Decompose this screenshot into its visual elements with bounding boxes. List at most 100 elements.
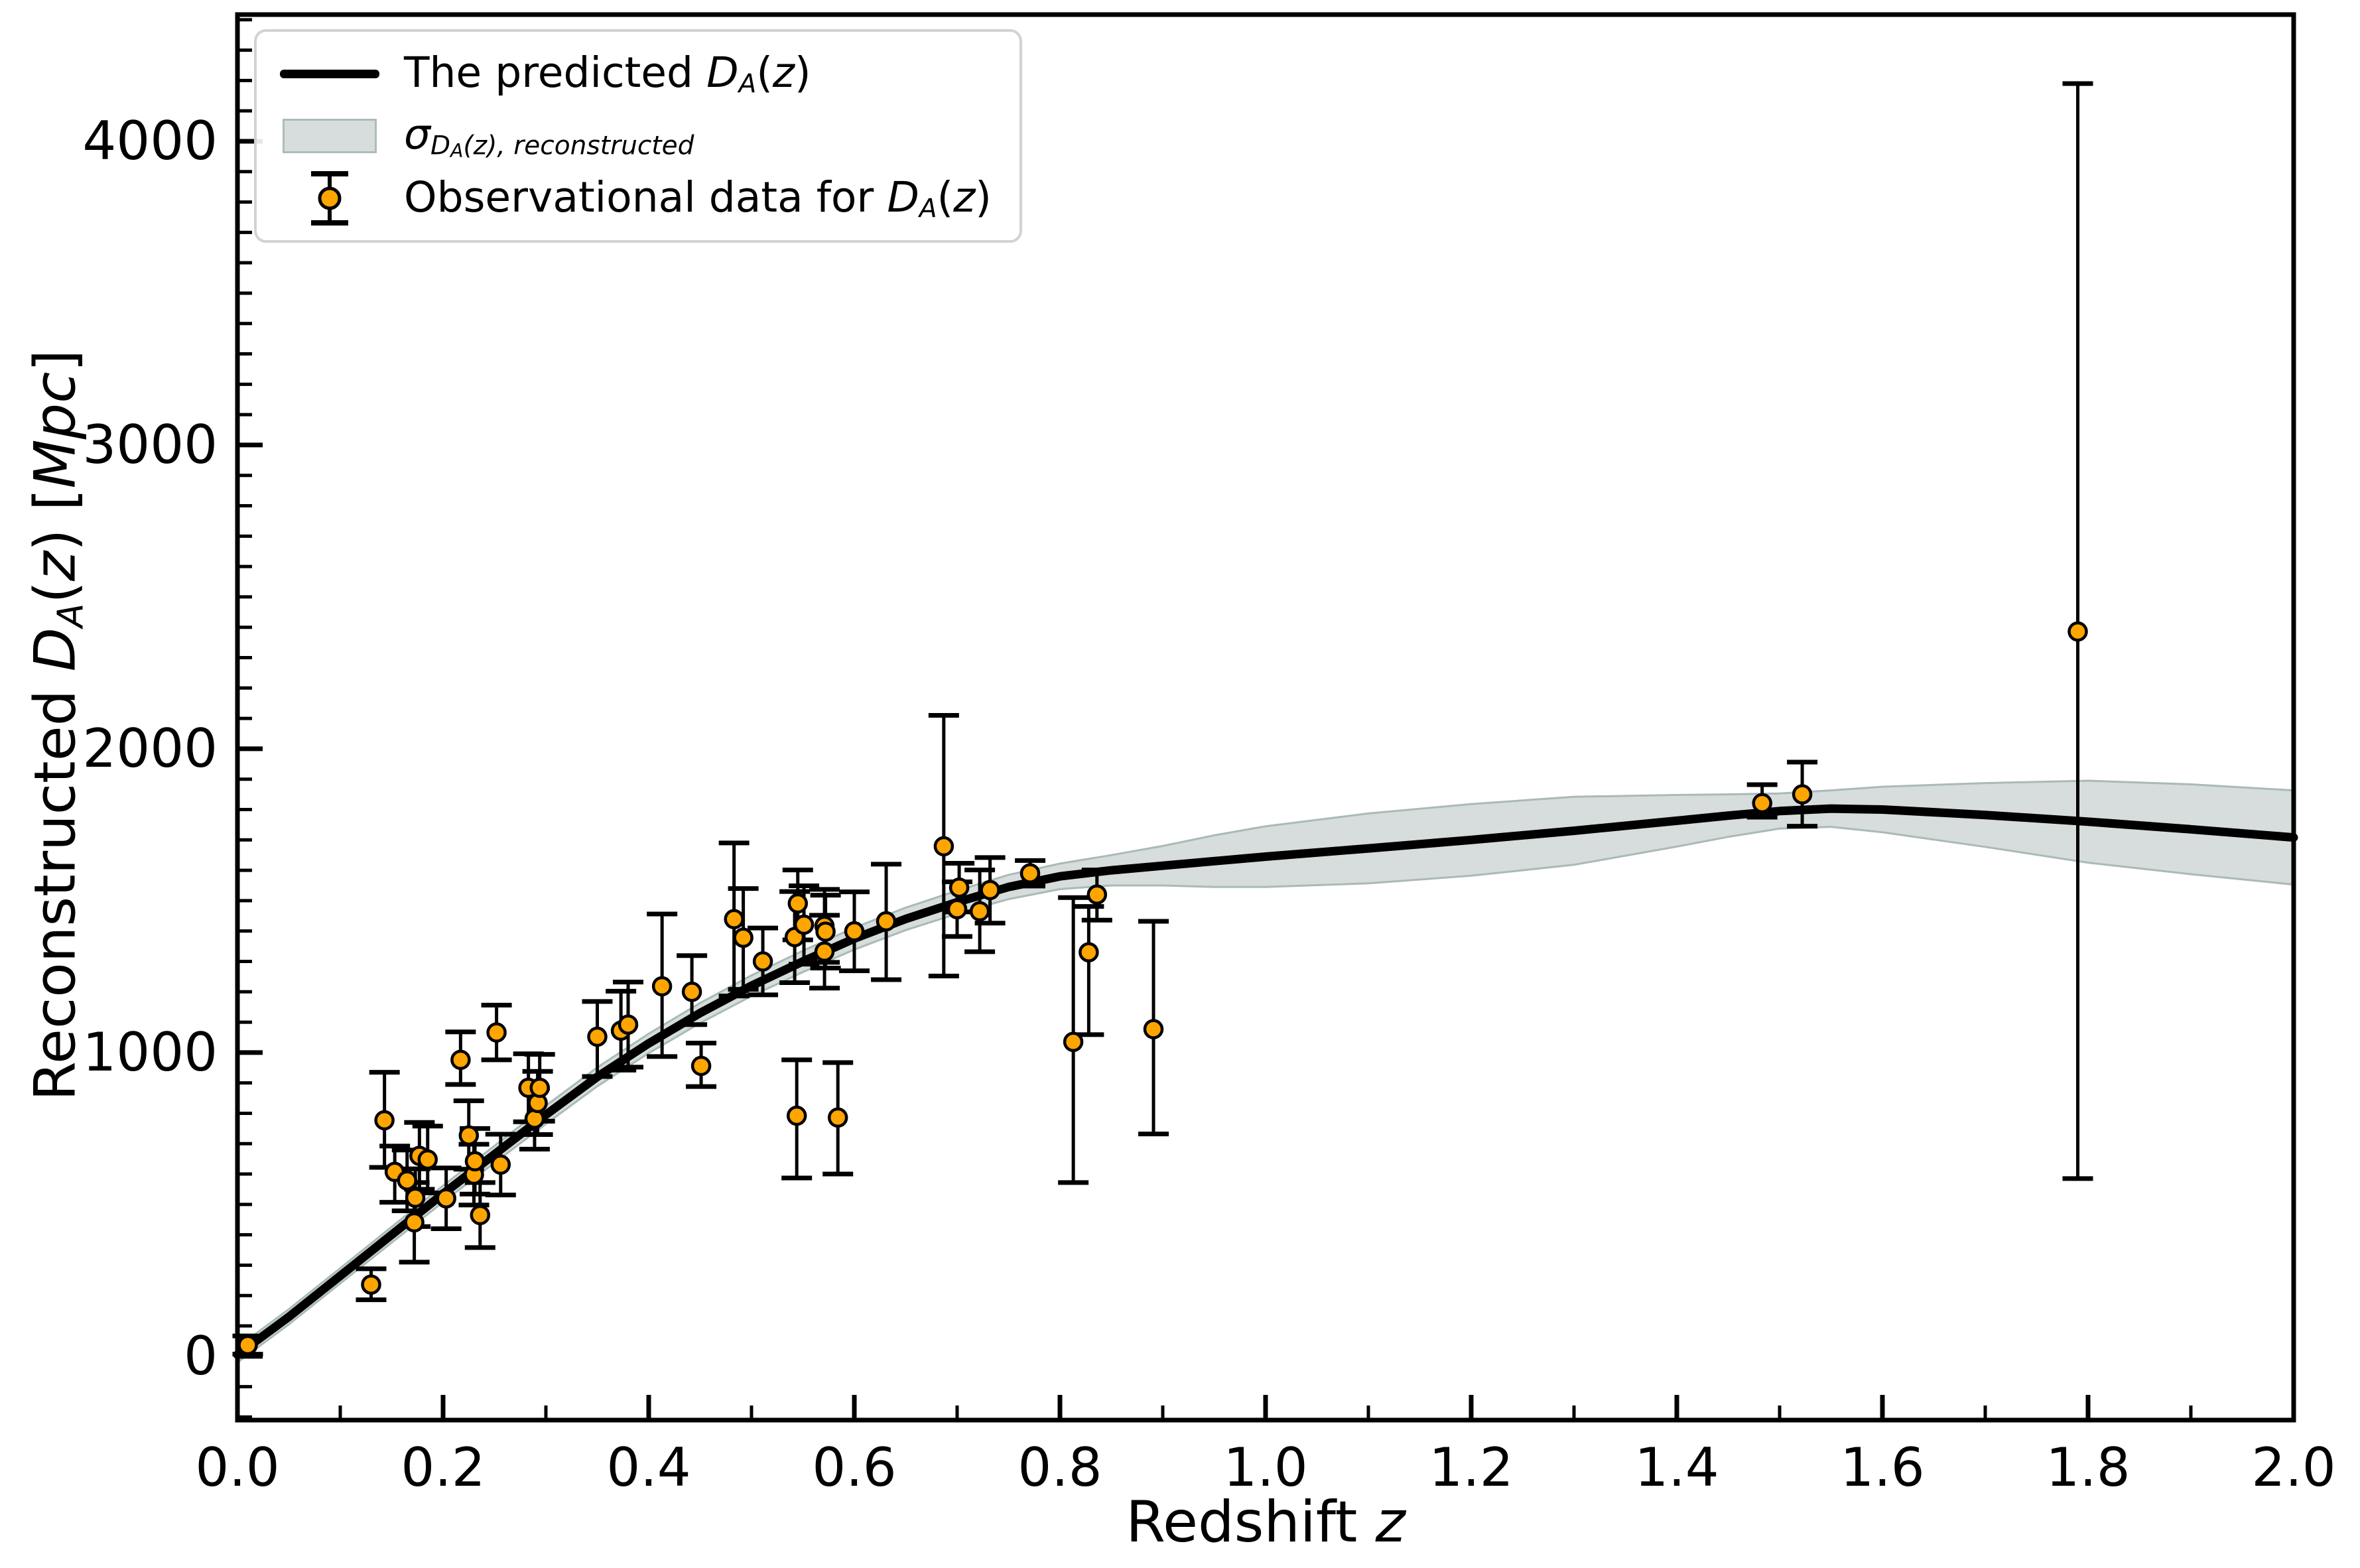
errorbar-marker-icon	[311, 171, 348, 226]
label-segment: (	[937, 172, 954, 222]
data-point	[733, 927, 754, 948]
x-tick-label: 1.8	[2046, 1437, 2131, 1498]
data-point	[458, 1125, 480, 1146]
y-tick-label: 0	[184, 1325, 218, 1387]
data-point	[1752, 793, 1772, 814]
label-segment: z	[953, 172, 976, 222]
data-point	[969, 901, 990, 922]
y-tick-label: 2000	[82, 717, 218, 779]
legend-band-handle	[273, 119, 387, 153]
data-point	[1792, 784, 1813, 805]
data-point	[681, 982, 702, 1002]
data-point	[949, 877, 970, 898]
label-segment: (	[756, 48, 773, 97]
label-segment: z	[22, 551, 89, 581]
data-point	[618, 1014, 639, 1035]
data-point	[405, 1187, 426, 1209]
data-point	[947, 899, 968, 919]
data-point	[980, 880, 1000, 901]
data-point	[404, 1212, 425, 1233]
label-segment: D	[706, 48, 739, 97]
x-tick-label: 2.0	[2251, 1437, 2336, 1498]
legend-row-sigma-band: σDA(z), reconstructed	[273, 105, 992, 167]
predicted-curve	[233, 804, 2298, 1359]
data-point	[470, 1205, 491, 1226]
data-point	[1019, 863, 1041, 883]
x-tick-label: 1.6	[1840, 1437, 1925, 1498]
x-tick-label: 0.2	[401, 1437, 486, 1498]
label-segment: D	[430, 131, 451, 161]
label-segment: (z)	[463, 131, 497, 161]
legend-label-observations: Observational data for DA(z)	[404, 173, 992, 224]
legend-line-handle	[273, 69, 387, 78]
data-point	[464, 1151, 486, 1172]
data-point	[1086, 884, 1108, 905]
data-point	[752, 951, 773, 972]
label-segment: z	[772, 48, 795, 97]
label-segment: D	[887, 172, 919, 222]
data-point	[651, 976, 673, 997]
data-point	[490, 1154, 511, 1175]
y-axis-label: Reconstructed DA(z) [Mpc]	[19, 0, 107, 1455]
data-point	[397, 1170, 418, 1191]
label-segment: A	[50, 603, 92, 627]
data-point	[529, 1077, 550, 1098]
legend-box: The predicted DA(z) σDA(z), reconstructe…	[254, 29, 1022, 243]
label-segment: (	[22, 580, 89, 604]
data-point	[814, 941, 835, 962]
data-point	[815, 921, 836, 942]
label-segment: )	[975, 172, 992, 222]
label-segment: D	[22, 627, 89, 671]
data-point	[417, 1149, 438, 1170]
label-segment: Mpc	[22, 371, 89, 489]
label-segment: , reconstructed	[497, 131, 694, 161]
data-point	[361, 1274, 381, 1295]
x-tick-label: 1.0	[1223, 1437, 1308, 1498]
data-point	[793, 914, 815, 935]
label-segment: )	[794, 48, 811, 97]
data-point	[844, 921, 865, 942]
plot-frame	[235, 12, 2296, 1423]
label-segment: A	[450, 139, 464, 162]
label-segment: ) [	[22, 488, 89, 551]
data-point	[486, 1022, 507, 1043]
x-tick-label: 0.0	[195, 1437, 280, 1498]
x-tick-label: 0.4	[606, 1437, 691, 1498]
sigma-band	[237, 781, 2294, 1362]
curve-swatch	[280, 69, 379, 78]
data-point	[436, 1188, 456, 1209]
data-point	[786, 1105, 807, 1126]
label-segment: σ	[404, 110, 430, 159]
label-segment: Observational data for	[404, 172, 887, 222]
data-point	[724, 909, 744, 930]
legend-row-observations: Observational data for DA(z)	[273, 167, 992, 229]
x-tick-label: 0.8	[1017, 1437, 1102, 1498]
data-point	[374, 1110, 395, 1131]
data-point	[587, 1026, 608, 1047]
data-point	[690, 1055, 712, 1077]
label-segment: The predicted	[404, 48, 707, 97]
y-tick-label: 4000	[82, 109, 218, 172]
data-point	[787, 893, 809, 914]
legend-label-predicted: The predicted DA(z)	[404, 48, 811, 99]
data-point	[2067, 621, 2088, 642]
band-swatch	[283, 119, 377, 153]
data-point	[1143, 1019, 1164, 1039]
data-point	[237, 1335, 258, 1356]
x-tick-label: 1.4	[1634, 1437, 1719, 1498]
y-tick-label: 3000	[82, 413, 218, 476]
data-point	[1063, 1031, 1084, 1053]
label-segment: ]	[22, 349, 89, 371]
label-segment: Reconstructed	[22, 671, 89, 1101]
label-segment: A	[919, 194, 937, 224]
data-point	[450, 1049, 471, 1071]
data-point	[524, 1108, 545, 1129]
error-bar	[1073, 904, 1104, 1037]
label-segment: Redshift	[1126, 1489, 1376, 1555]
label-segment: z	[1375, 1489, 1406, 1555]
y-tick-label: 1000	[82, 1021, 218, 1083]
data-point	[876, 911, 897, 932]
legend-errorbar-handle	[273, 167, 387, 229]
